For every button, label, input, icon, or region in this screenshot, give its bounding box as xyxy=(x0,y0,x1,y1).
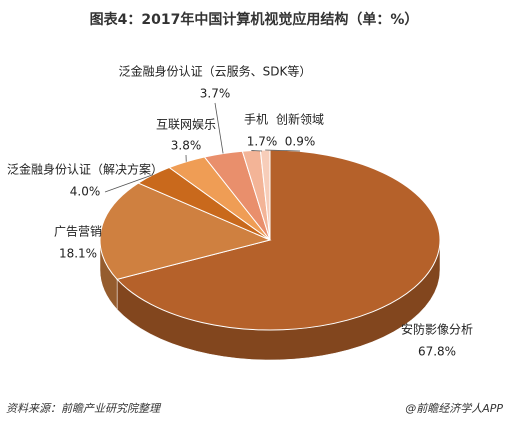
value-label: 4.0% xyxy=(70,185,101,199)
chart-title: 图表4：2017年中国计算机视觉应用结构（单：%） xyxy=(90,11,419,28)
slice xyxy=(99,182,272,280)
leader-line xyxy=(265,149,301,152)
slice xyxy=(116,149,441,331)
value-label: 0.9% xyxy=(285,135,316,149)
category-label: 广告营销 xyxy=(54,225,102,239)
leader-line xyxy=(104,174,153,193)
value-label: 1.7% xyxy=(247,135,278,149)
value-label: 18.1% xyxy=(59,247,97,261)
credit: @前瞻经济学人APP xyxy=(405,402,503,415)
value-label: 67.8% xyxy=(418,345,456,359)
category-label: 创新领域 xyxy=(276,112,324,127)
category-label: 泛金融身份认证（云服务、SDK等） xyxy=(119,64,312,79)
source: 资料来源：前瞻产业研究院整理 xyxy=(6,402,162,415)
category-label: 手机 xyxy=(244,113,268,127)
leader-line xyxy=(214,102,224,154)
category-label: 互联网娱乐 xyxy=(156,118,216,132)
category-label: 泛金融身份认证（解决方案） xyxy=(7,162,163,177)
category-label: 安防影像分析 xyxy=(401,322,473,337)
value-label: 3.8% xyxy=(171,139,202,153)
value-label: 3.7% xyxy=(200,87,231,101)
